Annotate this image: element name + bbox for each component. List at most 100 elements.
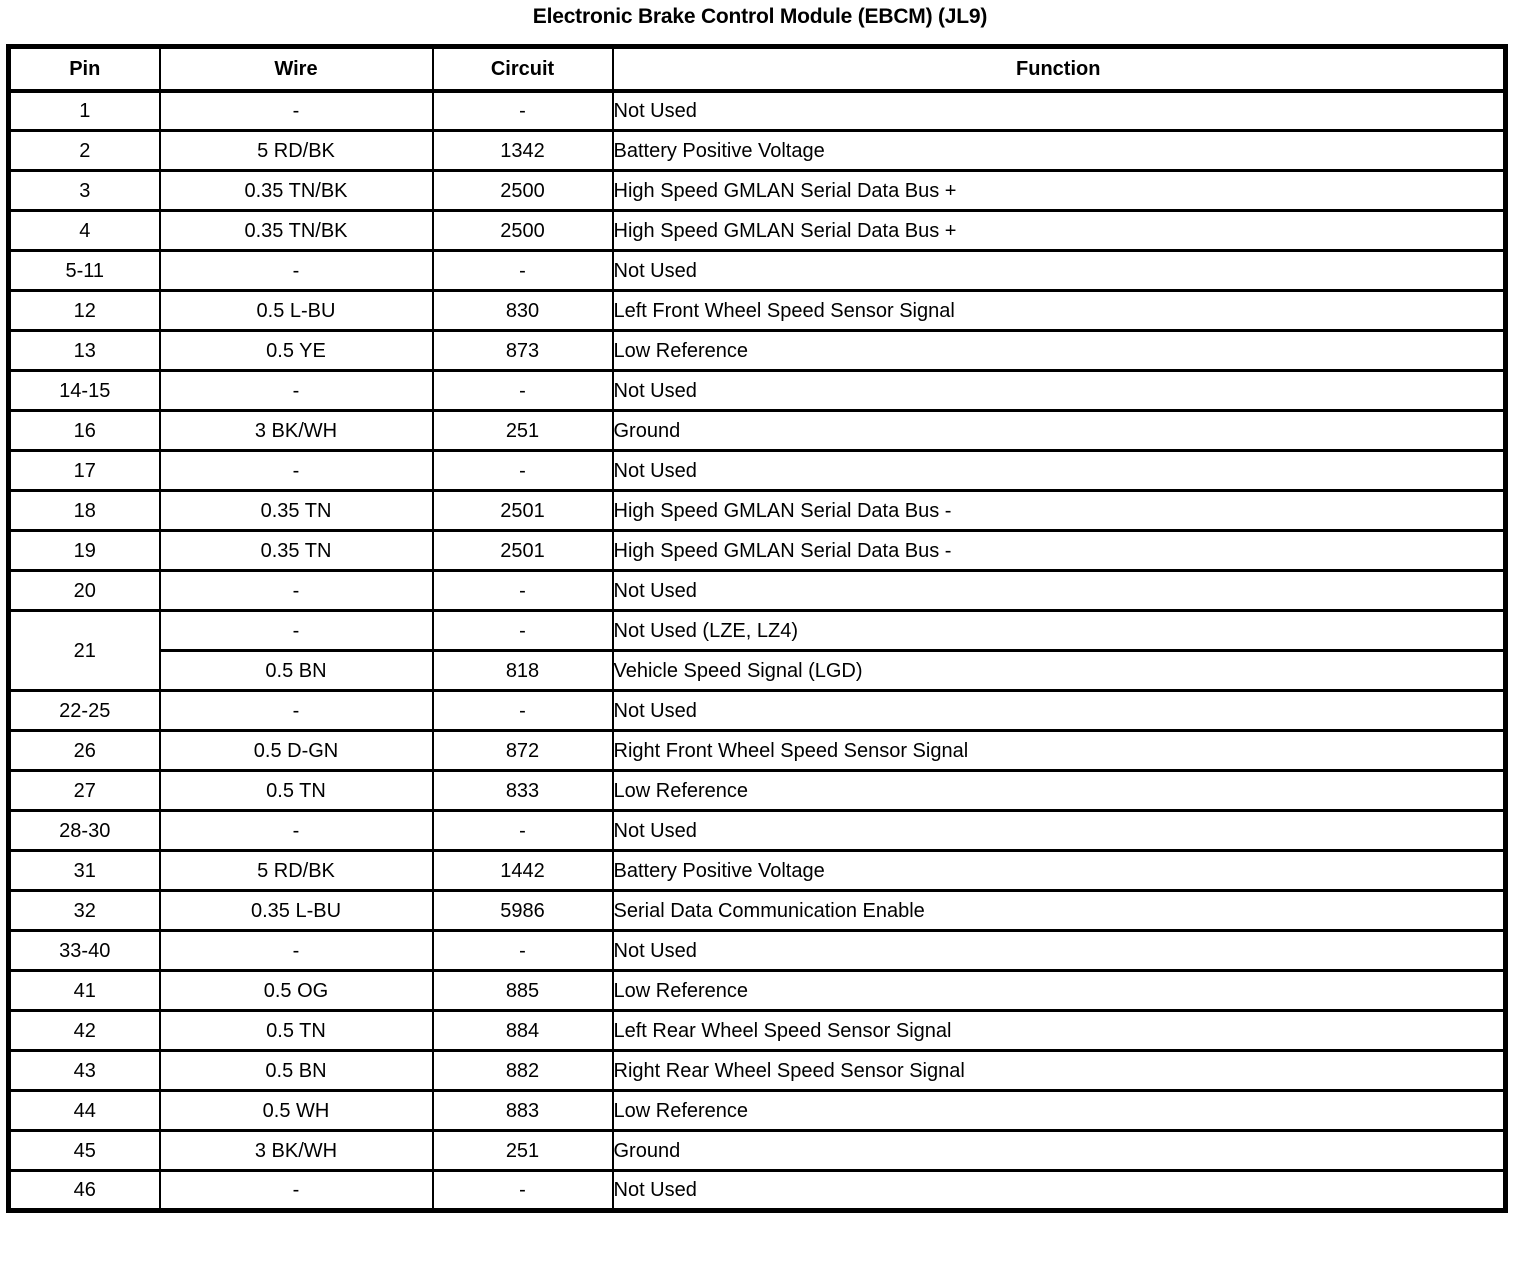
table-row: 31 5 RD/BK 1442 Battery Positive Voltage [7, 849, 1507, 892]
table-row: 17- - Not Used [7, 449, 1507, 492]
table-row: 20- - Not Used [7, 569, 1507, 612]
table-row: 12 0.5 L-BU 830 Left Front Wheel Speed Sens… [7, 289, 1507, 332]
cell-wire: 0.5 YE [158, 329, 434, 372]
cell-circuit: 833 [431, 769, 614, 812]
table-row: 28-30- - Not Used [7, 809, 1507, 852]
cell-wire: 0.5 BN [158, 649, 434, 692]
cell-wire: - [158, 449, 434, 492]
cell-function: Not Used [611, 449, 1507, 492]
cell-circuit: - [431, 809, 614, 852]
cell-wire: - [158, 569, 434, 612]
table-row: 32 0.35 L-BU 5986 Serial Data Communication… [7, 889, 1507, 932]
cell-wire: - [158, 609, 434, 652]
cell-circuit: - [431, 449, 614, 492]
cell-wire: - [158, 1169, 434, 1212]
cell-pin: 31 [7, 849, 161, 892]
cell-circuit: 883 [431, 1089, 614, 1132]
cell-wire: 3 BK/WH [158, 409, 434, 452]
table-row: 45 3 BK/WH 251 Ground [7, 1129, 1507, 1172]
cell-pin: 32 [7, 889, 161, 932]
table-header-row: Pin Wire Circuit Function [7, 45, 1507, 93]
cell-circuit: 2500 [431, 169, 614, 212]
cell-circuit: 251 [431, 409, 614, 452]
cell-wire: 0.5 TN [158, 769, 434, 812]
cell-circuit: 1342 [431, 129, 614, 172]
cell-pin: 18 [7, 489, 161, 532]
cell-function: Battery Positive Voltage [611, 849, 1507, 892]
cell-wire: - [158, 249, 434, 292]
cell-wire: - [158, 689, 434, 732]
cell-circuit: 884 [431, 1009, 614, 1052]
cell-circuit: 885 [431, 969, 614, 1012]
cell-function: Not Used (LZE, LZ4) [611, 609, 1507, 652]
pinout-table-container: Pin Wire Circuit Function 1- - Not Used 2 5 … [6, 44, 1508, 1213]
cell-pin: 5-11 [7, 249, 161, 292]
cell-wire: 0.5 BN [158, 1049, 434, 1092]
cell-pin: 14-15 [7, 369, 161, 412]
cell-function: Not Used [611, 1169, 1507, 1212]
cell-circuit: 251 [431, 1129, 614, 1172]
table-row: 41 0.5 OG 885 Low Reference [7, 969, 1507, 1012]
cell-circuit: - [431, 609, 614, 652]
table-row: 42 0.5 TN 884 Left Rear Wheel Speed Sensor … [7, 1009, 1507, 1052]
column-header-pin: Pin [7, 45, 161, 93]
cell-pin: 4 [7, 209, 161, 252]
cell-wire: 0.5 D-GN [158, 729, 434, 772]
cell-pin: 42 [7, 1009, 161, 1052]
table-header: Pin Wire Circuit Function [7, 45, 1507, 93]
cell-wire: - [158, 369, 434, 412]
ebcm-pinout-table: Pin Wire Circuit Function 1- - Not Used 2 5 … [6, 44, 1508, 1213]
cell-function: Low Reference [611, 969, 1507, 1012]
cell-circuit: 873 [431, 329, 614, 372]
table-row: 44 0.5 WH 883 Low Reference [7, 1089, 1507, 1132]
table-row: 46- - Not Used [7, 1169, 1507, 1212]
column-header-circuit: Circuit [431, 45, 614, 93]
cell-wire: 0.35 TN/BK [158, 209, 434, 252]
cell-pin: 19 [7, 529, 161, 572]
cell-function: Not Used [611, 689, 1507, 732]
table-row: 0.5 BN 818 Vehicle Speed Signal (LGD) [9, 649, 1507, 692]
cell-pin: 2 [7, 129, 161, 172]
cell-function: Ground [611, 1129, 1507, 1172]
cell-wire: 5 RD/BK [158, 129, 434, 172]
cell-circuit: - [431, 369, 614, 412]
table-row: 4 0.35 TN/BK 2500 High Speed GMLAN Serial D… [7, 209, 1507, 252]
cell-circuit: - [431, 929, 614, 972]
cell-pin: 17 [7, 449, 161, 492]
table-row: 33-40- - Not Used [7, 929, 1507, 972]
cell-wire: - [158, 929, 434, 972]
cell-pin: 1 [7, 89, 161, 132]
cell-function: Not Used [611, 249, 1507, 292]
cell-function: Low Reference [611, 1089, 1507, 1132]
column-header-function: Function [611, 45, 1507, 93]
cell-wire: 3 BK/WH [158, 1129, 434, 1172]
cell-circuit: 872 [431, 729, 614, 772]
cell-function: Left Rear Wheel Speed Sensor Signal [611, 1009, 1507, 1052]
column-header-wire: Wire [158, 45, 434, 93]
cell-circuit: - [431, 689, 614, 732]
table-row: 22-25- - Not Used [7, 689, 1507, 732]
cell-wire: - [158, 89, 434, 132]
cell-circuit: 830 [431, 289, 614, 332]
cell-circuit: 1442 [431, 849, 614, 892]
cell-function: Not Used [611, 89, 1507, 132]
table-body: 1- - Not Used 2 5 RD/BK 1342 Battery Positive … [7, 89, 1507, 1212]
table-row: 16 3 BK/WH 251 Ground [7, 409, 1507, 452]
cell-pin: 45 [7, 1129, 161, 1172]
cell-pin: 33-40 [7, 929, 161, 972]
cell-circuit: - [431, 1169, 614, 1212]
table-row: 14-15- - Not Used [7, 369, 1507, 412]
cell-circuit: - [431, 569, 614, 612]
cell-pin: 13 [7, 329, 161, 372]
cell-wire: 0.5 WH [158, 1089, 434, 1132]
cell-function: Ground [611, 409, 1507, 452]
cell-pin: 43 [7, 1049, 161, 1092]
cell-function: Not Used [611, 369, 1507, 412]
page-title: Electronic Brake Control Module (EBCM) (… [532, 5, 988, 28]
cell-circuit: 2501 [431, 489, 614, 532]
cell-pin: 41 [7, 969, 161, 1012]
table-row: 26 0.5 D-GN 872 Right Front Wheel Speed Sen… [7, 729, 1507, 772]
cell-circuit: 5986 [431, 889, 614, 932]
cell-circuit: 2500 [431, 209, 614, 252]
